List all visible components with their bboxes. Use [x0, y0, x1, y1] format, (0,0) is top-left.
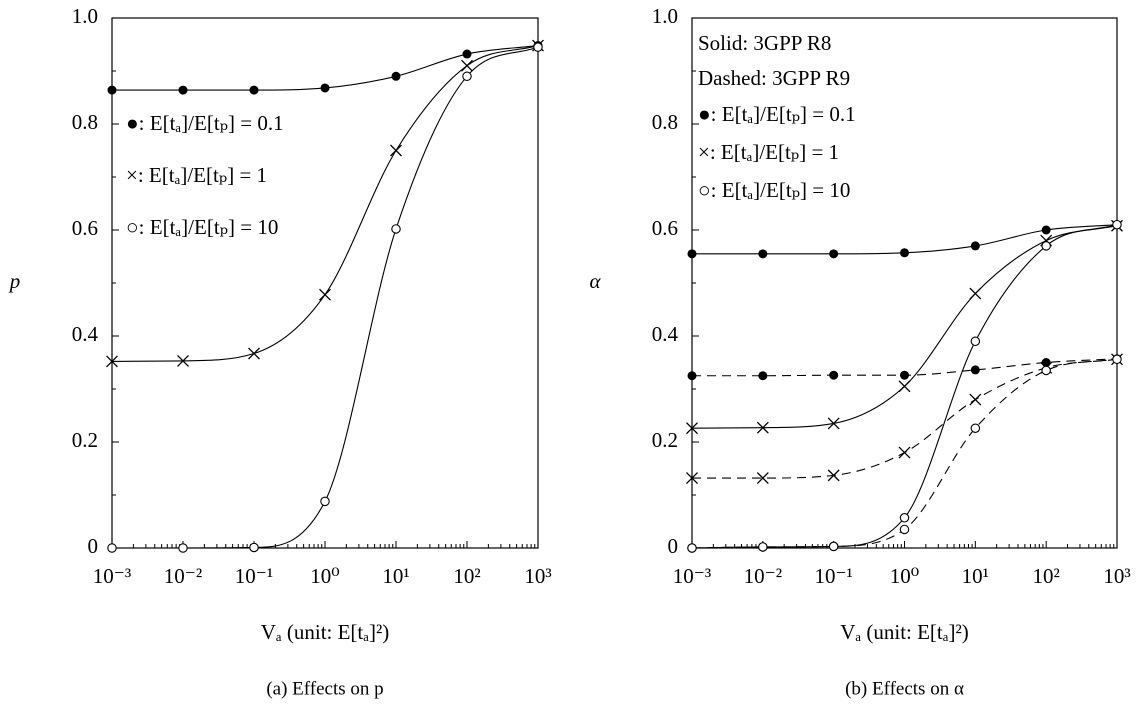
y-axis-label: p	[8, 269, 21, 293]
marker-cross	[319, 288, 331, 301]
x-tick-label: 10⁰	[890, 564, 919, 588]
y-tick-label: 0.4	[652, 322, 679, 346]
marker-dot	[107, 85, 117, 95]
annotation: Dashed: 3GPP R9	[698, 66, 850, 90]
marker-dot	[970, 365, 980, 375]
x-tick-label: 10⁻¹	[814, 564, 852, 588]
legend-entry: ○: E[tₐ]/E[tₚ] = 10	[698, 178, 850, 202]
marker-circle	[1112, 354, 1122, 365]
marker-cross	[248, 347, 260, 360]
marker-dot	[462, 49, 472, 59]
marker-circle	[970, 336, 981, 347]
marker-dot	[1041, 225, 1051, 235]
marker-dot	[320, 83, 330, 93]
marker-dot	[970, 241, 980, 251]
marker-circle	[970, 423, 981, 433]
x-tick-label: 10³	[1103, 564, 1130, 588]
legend-entry: ○: E[tₐ]/E[tₚ] = 10	[126, 215, 278, 239]
y-tick-label: 0.2	[72, 428, 98, 452]
marker-dot	[900, 248, 909, 258]
x-axis-label: Vₐ (unit: E[tₐ]²)	[261, 620, 390, 644]
x-tick-label: 10²	[1033, 564, 1060, 588]
y-tick-label: 1.0	[652, 4, 678, 28]
marker-circle	[687, 543, 697, 553]
marker-cross	[898, 446, 911, 459]
marker-dot	[178, 85, 188, 95]
x-tick-label: 10⁻¹	[235, 564, 273, 588]
marker-cross	[390, 144, 402, 157]
solid-line	[111, 45, 539, 362]
marker-dot	[758, 371, 768, 381]
marker-cross	[686, 472, 698, 484]
marker-circle	[107, 543, 117, 553]
marker-circle	[899, 513, 910, 523]
plot-frame	[111, 17, 539, 549]
solid-line	[111, 45, 539, 91]
marker-cross	[827, 469, 840, 482]
marker-dot	[391, 71, 401, 81]
marker-circle	[828, 541, 839, 552]
marker-circle	[899, 524, 910, 535]
y-axis-label: α	[589, 269, 601, 293]
y-tick-label: 1.0	[72, 4, 98, 28]
marker-dot	[758, 249, 768, 259]
y-tick-label: 0.4	[72, 322, 99, 346]
marker-cross	[461, 59, 473, 72]
legend-entry: ●: E[tₐ]/E[tₚ] = 0.1	[698, 102, 856, 126]
x-tick-label: 10⁻³	[93, 564, 131, 588]
marker-cross	[177, 354, 189, 367]
marker-cross	[969, 287, 982, 300]
plot-frame	[691, 17, 1118, 549]
marker-dot	[900, 370, 909, 380]
x-tick-label: 10⁻³	[673, 564, 711, 588]
marker-circle	[533, 42, 543, 52]
caption: (a) Effects on p	[266, 678, 383, 699]
marker-circle	[758, 542, 768, 552]
legend-entry: ×: E[tₐ]/E[tₚ] = 1	[126, 163, 267, 187]
legend-entry: ●: E[tₐ]/E[tₚ] = 0.1	[126, 111, 284, 135]
marker-cross	[756, 472, 769, 484]
x-axis-label: Vₐ (unit: E[tₐ]²)	[840, 620, 969, 644]
marker-cross	[686, 422, 698, 435]
marker-dot	[687, 371, 697, 381]
x-tick-label: 10¹	[962, 564, 989, 588]
marker-dot	[687, 249, 697, 259]
marker-circle	[178, 543, 188, 553]
legend-entry: ×: E[tₐ]/E[tₚ] = 1	[698, 140, 839, 164]
marker-circle	[1112, 219, 1122, 230]
y-tick-label: 0.2	[652, 428, 678, 452]
marker-circle	[391, 224, 401, 234]
x-tick-label: 10³	[524, 564, 551, 588]
marker-circle	[320, 496, 330, 507]
marker-circle	[1041, 365, 1051, 376]
marker-cross	[898, 380, 911, 393]
x-tick-label: 10¹	[382, 564, 409, 588]
x-tick-label: 10²	[453, 564, 480, 588]
y-tick-label: 0.6	[652, 216, 678, 240]
marker-circle	[462, 71, 472, 82]
marker-dot	[829, 249, 839, 259]
marker-dot	[1041, 358, 1051, 367]
marker-cross	[969, 393, 982, 406]
y-tick-label: 0.8	[72, 110, 98, 134]
annotation: Solid: 3GPP R8	[698, 31, 831, 55]
marker-dot	[829, 370, 839, 380]
marker-dot	[249, 85, 259, 95]
x-tick-label: 10⁰	[310, 564, 339, 588]
marker-cross	[106, 355, 118, 368]
y-tick-label: 0.8	[652, 110, 678, 134]
marker-circle	[249, 542, 259, 553]
marker-cross	[756, 421, 769, 434]
x-tick-label: 10⁻²	[164, 564, 202, 588]
marker-cross	[827, 417, 840, 430]
y-tick-label: 0	[668, 534, 679, 558]
marker-circle	[1041, 241, 1051, 251]
caption: (b) Effects on α	[845, 678, 964, 699]
x-tick-label: 10⁻²	[744, 564, 782, 588]
y-tick-label: 0	[88, 534, 99, 558]
y-tick-label: 0.6	[72, 216, 98, 240]
